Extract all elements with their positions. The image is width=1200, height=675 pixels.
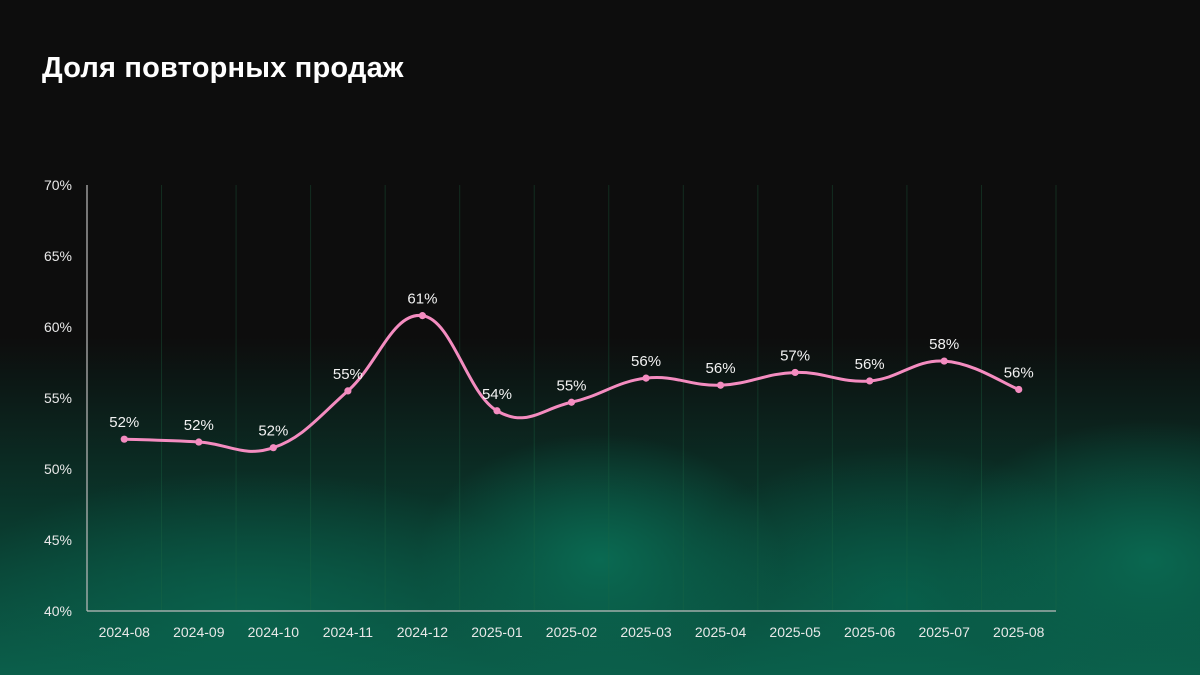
data-label: 56% (855, 356, 885, 373)
data-point (418, 312, 427, 320)
data-label: 55% (556, 377, 586, 394)
x-tick-label: 2025-02 (546, 624, 598, 640)
data-label: 57% (780, 347, 810, 364)
data-point (642, 374, 650, 382)
data-label: 54% (482, 386, 512, 403)
data-label: 55% (333, 366, 363, 383)
y-tick-label: 40% (44, 603, 72, 619)
x-tick-label: 2024-10 (248, 624, 300, 640)
data-label: 52% (184, 417, 214, 434)
data-point (195, 438, 203, 446)
data-label: 52% (258, 423, 288, 440)
x-tick-label: 2025-07 (918, 624, 970, 640)
data-point (1015, 385, 1023, 394)
x-tick-label: 2024-09 (173, 624, 225, 640)
data-label: 58% (929, 336, 959, 353)
x-tick-label: 2024-12 (397, 624, 449, 640)
y-tick-label: 45% (44, 532, 72, 548)
data-label: 56% (1004, 364, 1034, 381)
axes (86, 185, 1056, 612)
y-tick-label: 55% (44, 390, 72, 406)
data-points (120, 312, 1023, 452)
data-point (940, 357, 948, 365)
data-point (567, 398, 576, 406)
x-tick-label: 2024-08 (99, 624, 151, 640)
data-point (269, 444, 277, 452)
y-tick-label: 50% (44, 461, 72, 477)
vertical-gridlines (161, 185, 1057, 611)
data-point (344, 387, 352, 395)
x-tick-label: 2025-06 (844, 624, 896, 640)
data-label: 52% (109, 414, 139, 431)
data-point (120, 435, 128, 443)
data-point (493, 407, 501, 415)
y-axis-ticks: 40% 45% 50% 55% 60% 65% 70% (44, 177, 72, 619)
data-labels: 52% 52% 52% 55% 61% 54% 55% 56% 56% 57% 56% 58% 56% (109, 291, 1033, 440)
data-label: 56% (631, 353, 661, 370)
x-tick-label: 2025-04 (695, 624, 747, 640)
x-axis-ticks: 2024-08 2024-09 2024-10 2024-11 2024-12 2025-… (99, 624, 1045, 640)
x-tick-label: 2025-01 (471, 624, 523, 640)
x-tick-label: 2025-05 (769, 624, 821, 640)
y-tick-label: 60% (44, 319, 72, 335)
data-point (716, 381, 725, 389)
data-label: 56% (706, 360, 736, 377)
x-tick-label: 2025-08 (993, 624, 1045, 640)
y-tick-label: 70% (44, 177, 72, 193)
data-point (791, 368, 799, 377)
x-tick-label: 2025-03 (620, 624, 672, 640)
x-tick-label: 2024-11 (323, 624, 374, 640)
data-label: 61% (407, 291, 437, 308)
chart-title: Доля повторных продаж (42, 52, 404, 84)
y-tick-label: 65% (44, 248, 72, 264)
data-point (866, 377, 874, 385)
